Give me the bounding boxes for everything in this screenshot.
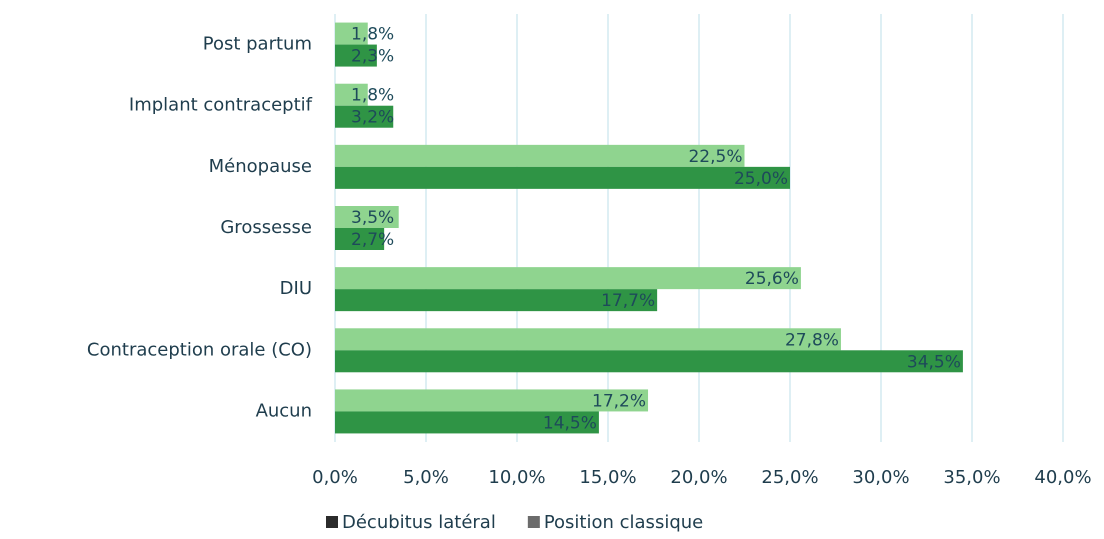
value-label: 17,2% xyxy=(592,391,646,411)
x-tick-label: 5,0% xyxy=(403,467,449,488)
legend-swatch xyxy=(527,516,540,528)
y-tick-label: DIU xyxy=(280,278,312,299)
x-tick-label: 0,0% xyxy=(312,467,358,488)
x-tick-label: 10,0% xyxy=(488,467,545,488)
value-label: 17,7% xyxy=(601,291,655,311)
value-label: 14,5% xyxy=(543,413,597,433)
bar xyxy=(335,289,658,312)
value-label: 27,8% xyxy=(785,330,839,350)
value-label: 3,2% xyxy=(351,108,394,128)
value-label: 25,0% xyxy=(734,169,788,189)
value-label: 22,5% xyxy=(688,147,742,167)
legend-label: Décubitus latéral xyxy=(342,512,496,533)
y-tick-label: Ménopause xyxy=(209,156,312,177)
bar xyxy=(335,328,841,351)
value-label: 3,5% xyxy=(351,208,394,228)
value-label: 34,5% xyxy=(907,352,961,372)
bar xyxy=(335,206,399,228)
y-tick-label: Implant contraceptif xyxy=(129,95,313,116)
y-tick-label: Contraception orale (CO) xyxy=(87,339,312,360)
x-tick-label: 25,0% xyxy=(761,467,818,488)
bar xyxy=(335,228,385,250)
bar xyxy=(335,350,963,373)
value-label: 25,6% xyxy=(745,269,799,289)
bar xyxy=(335,267,801,290)
x-tick-label: 40,0% xyxy=(1034,467,1091,488)
x-tick-label: 35,0% xyxy=(943,467,1000,488)
y-tick-label: Aucun xyxy=(256,400,312,421)
legend-label: Position classique xyxy=(544,512,703,533)
x-tick-label: 20,0% xyxy=(670,467,727,488)
bar xyxy=(335,411,599,434)
bar xyxy=(335,166,790,189)
legend-swatch xyxy=(326,516,338,528)
value-label: 1,8% xyxy=(351,25,394,45)
bar xyxy=(335,44,377,67)
y-tick-label: Post partum xyxy=(203,34,312,55)
bar xyxy=(335,144,745,167)
value-label: 1,8% xyxy=(351,86,394,106)
value-label: 2,7% xyxy=(351,230,394,250)
y-tick-label: Grossesse xyxy=(220,217,312,238)
bar xyxy=(335,83,368,106)
x-tick-label: 30,0% xyxy=(852,467,909,488)
x-tick-label: 15,0% xyxy=(579,467,636,488)
bar xyxy=(335,105,394,128)
bar xyxy=(335,389,649,412)
bar xyxy=(335,22,368,45)
value-label: 2,3% xyxy=(351,47,394,67)
